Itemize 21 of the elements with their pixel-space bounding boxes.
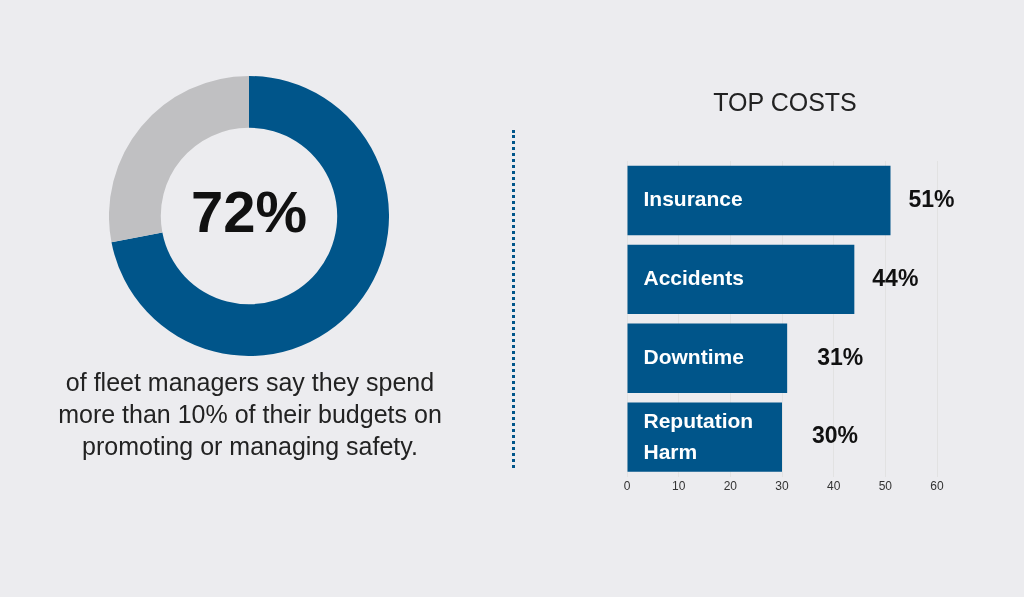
bar [627,323,788,393]
y-tick-label: Reputation Harm [643,408,754,463]
bar [627,165,891,236]
x-tick-label: 30 [775,479,789,494]
x-tick-label: 0 [623,479,631,494]
data-label: 72% [190,179,308,244]
y-tick-label: Downtime [643,345,744,369]
x-tick-label: 50 [878,479,893,494]
x-tick-label: 20 [723,479,738,494]
x-tick-label: 60 [930,479,944,494]
data-label: 44% [872,264,919,291]
chart-title: TOP COSTS [712,88,858,117]
y-tick-label: Accidents [643,266,744,290]
x-tick-label: 10 [671,479,686,494]
x-tick-label: 40 [826,479,841,494]
bar [627,244,855,315]
data-label: 51% [908,185,955,212]
text: of fleet managers say they spend more than 10% of their budgets on promoting or managing safety. [57,367,443,462]
data-label: 30% [812,422,859,449]
y-tick-label: Insurance [643,187,743,211]
data-label: 31% [817,343,864,370]
